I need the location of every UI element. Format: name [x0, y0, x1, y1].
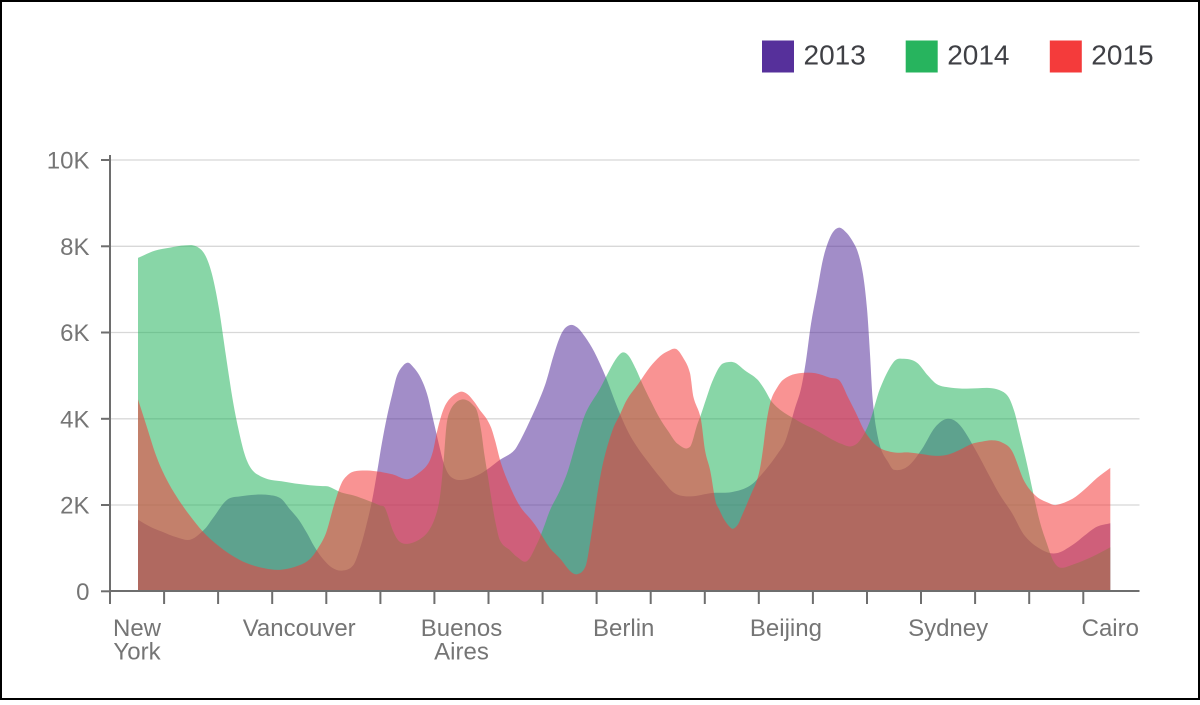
svg-text:Vancouver: Vancouver: [243, 615, 356, 642]
svg-text:4K: 4K: [60, 407, 89, 434]
svg-text:Aires: Aires: [434, 639, 489, 666]
svg-text:York: York: [113, 639, 161, 666]
svg-text:0: 0: [76, 579, 89, 606]
svg-text:2015: 2015: [1091, 40, 1153, 71]
svg-text:Buenos: Buenos: [421, 615, 502, 642]
svg-text:Berlin: Berlin: [593, 615, 654, 642]
svg-text:Cairo: Cairo: [1082, 615, 1139, 642]
svg-text:2014: 2014: [947, 40, 1009, 71]
svg-text:10K: 10K: [47, 148, 90, 175]
svg-text:New: New: [113, 615, 162, 642]
svg-text:2K: 2K: [60, 493, 89, 520]
svg-text:6K: 6K: [60, 320, 89, 347]
svg-text:Sydney: Sydney: [908, 615, 988, 642]
svg-text:8K: 8K: [60, 234, 89, 261]
svg-text:Beijing: Beijing: [750, 615, 822, 642]
svg-text:2013: 2013: [804, 40, 866, 71]
